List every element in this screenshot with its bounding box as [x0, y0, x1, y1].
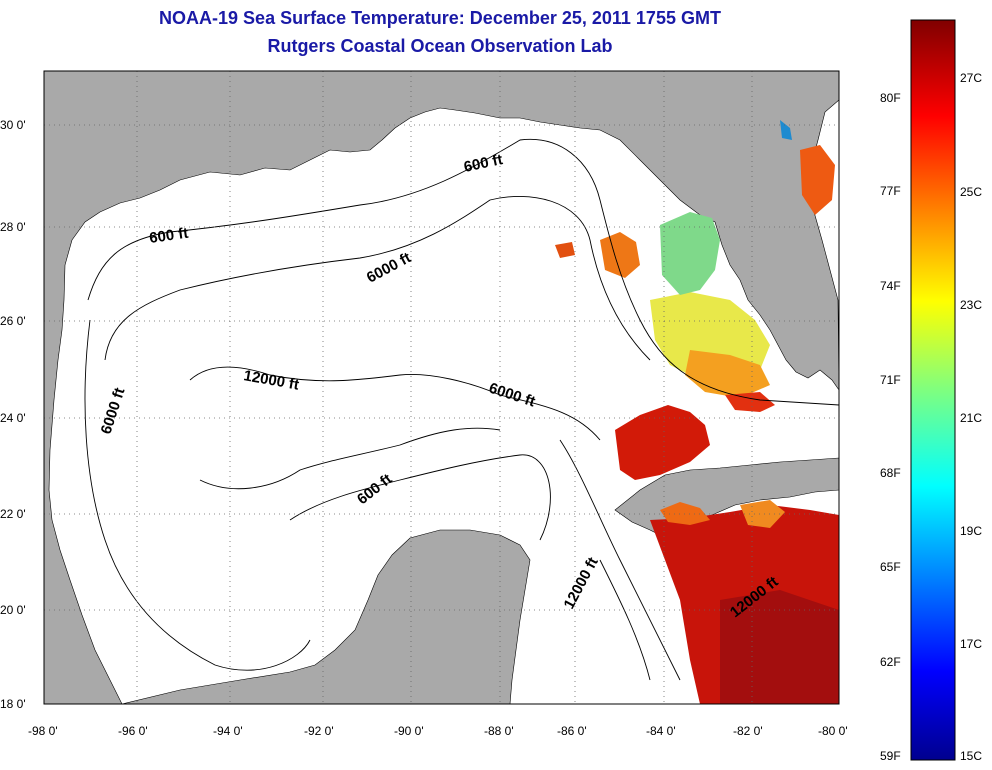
lon-tick: -90 0': [394, 724, 424, 738]
colorbar-f-label: 62F: [880, 655, 901, 669]
lat-tick: 26 0': [0, 314, 26, 328]
lon-axis: -98 0' -96 0' -94 0' -92 0' -90 0' -88 0…: [28, 724, 848, 738]
colorbar-f-label: 71F: [880, 373, 901, 387]
colorbar-f-label: 65F: [880, 560, 901, 574]
sst-data-layer: [555, 120, 839, 704]
lon-tick: -82 0': [733, 724, 763, 738]
colorbar-f-label: 59F: [880, 749, 901, 763]
colorbar-c-label: 25C: [960, 185, 982, 199]
lat-tick: 28 0': [0, 220, 26, 234]
lon-tick: -80 0': [818, 724, 848, 738]
colorbar-fahrenheit-labels: 80F 77F 74F 71F 68F 65F 62F 59F: [880, 91, 901, 763]
colorbar-f-label: 77F: [880, 184, 901, 198]
land-yucatan: [121, 529, 531, 704]
colorbar-f-label: 74F: [880, 279, 901, 293]
lat-tick: 18 0': [0, 697, 26, 711]
lat-tick: 24 0': [0, 411, 26, 425]
colorbar-c-label: 17C: [960, 637, 982, 651]
lon-tick: -88 0': [484, 724, 514, 738]
lon-tick: -98 0': [28, 724, 58, 738]
colorbar-f-label: 80F: [880, 91, 901, 105]
lat-axis: 30 0' 28 0' 26 0' 24 0' 22 0' 20 0' 18 0…: [0, 118, 26, 711]
lat-tick: 22 0': [0, 507, 26, 521]
color-bar: [910, 19, 956, 761]
map-title: NOAA-19 Sea Surface Temperature: Decembe…: [159, 8, 721, 28]
lon-tick: -86 0': [557, 724, 587, 738]
lat-tick: 30 0': [0, 118, 26, 132]
colorbar-c-label: 27C: [960, 71, 982, 85]
graticule: [44, 71, 839, 704]
lon-tick: -94 0': [213, 724, 243, 738]
colorbar-celsius-labels: 27C 25C 23C 21C 19C 17C 15C: [960, 71, 982, 763]
bathymetry-contours: [84, 138, 839, 681]
land-us-gulf-coast: [44, 71, 839, 704]
colorbar-f-label: 68F: [880, 466, 901, 480]
colorbar-c-label: 21C: [960, 411, 982, 425]
colorbar-c-label: 19C: [960, 524, 982, 538]
lon-tick: -84 0': [646, 724, 676, 738]
lon-tick: -92 0': [304, 724, 334, 738]
map-frame: [43, 70, 840, 705]
map-subtitle: Rutgers Coastal Ocean Observation Lab: [267, 36, 613, 56]
lat-tick: 20 0': [0, 603, 26, 617]
colorbar-c-label: 15C: [960, 749, 982, 763]
lon-tick: -96 0': [118, 724, 148, 738]
contour-label-600ft-west: 600 ft: [148, 225, 189, 247]
colorbar-c-label: 23C: [960, 298, 982, 312]
